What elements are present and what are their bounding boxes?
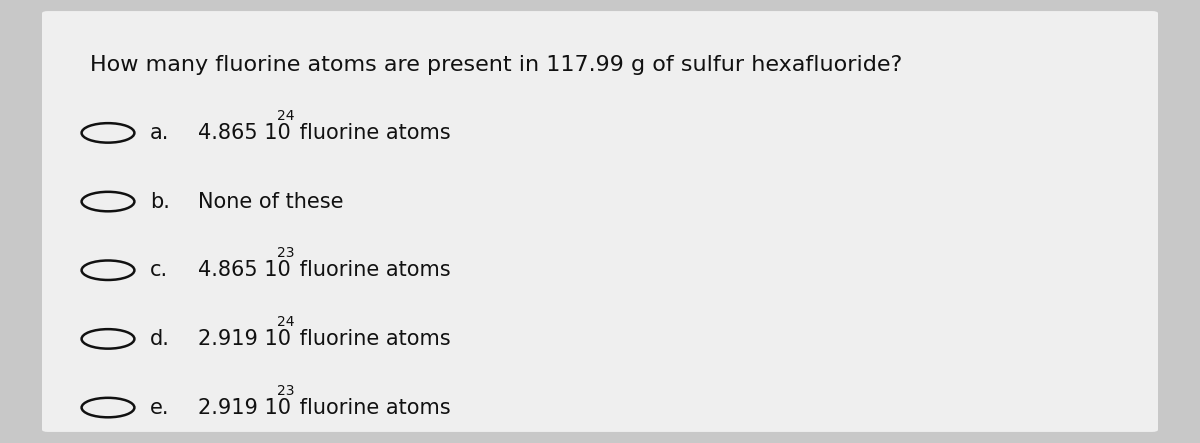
Text: fluorine atoms: fluorine atoms xyxy=(293,397,451,418)
Text: fluorine atoms: fluorine atoms xyxy=(293,329,451,349)
Text: e.: e. xyxy=(150,397,169,418)
Text: b.: b. xyxy=(150,191,170,212)
Text: 2.919 10: 2.919 10 xyxy=(198,329,292,349)
Text: 4.865 10: 4.865 10 xyxy=(198,123,290,143)
Text: 2.919 10: 2.919 10 xyxy=(198,397,292,418)
Text: a.: a. xyxy=(150,123,169,143)
Text: fluorine atoms: fluorine atoms xyxy=(293,123,451,143)
Text: How many fluorine atoms are present in 117.99 g of sulfur hexafluoride?: How many fluorine atoms are present in 1… xyxy=(90,55,902,75)
Text: 24: 24 xyxy=(277,109,294,123)
Text: fluorine atoms: fluorine atoms xyxy=(293,260,451,280)
Text: d.: d. xyxy=(150,329,170,349)
Text: None of these: None of these xyxy=(198,191,343,212)
Text: c.: c. xyxy=(150,260,168,280)
Text: 24: 24 xyxy=(277,315,294,329)
Text: 4.865 10: 4.865 10 xyxy=(198,260,290,280)
Text: 23: 23 xyxy=(277,246,294,260)
Text: 23: 23 xyxy=(277,384,294,398)
